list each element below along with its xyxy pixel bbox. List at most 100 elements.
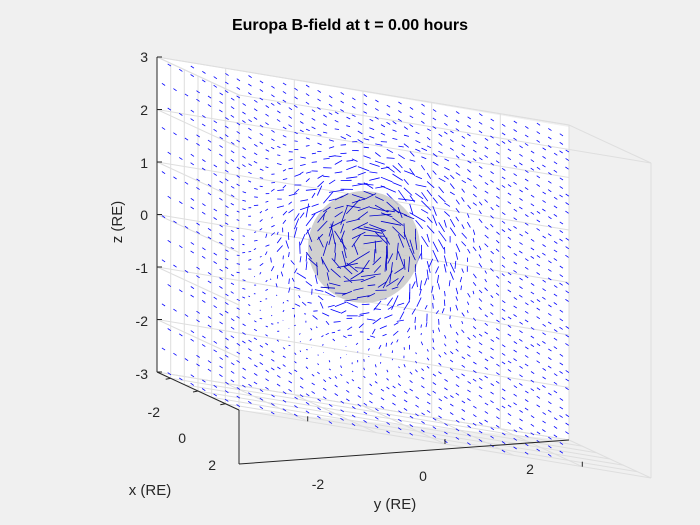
field-arrow: [409, 159, 416, 162]
field-arrow: [432, 241, 439, 252]
field-arrow: [524, 222, 529, 226]
field-arrow: [426, 216, 433, 223]
field-arrow: [565, 246, 570, 250]
field-arrow: [341, 290, 353, 296]
field-arrow: [449, 412, 454, 416]
field-arrow: [432, 338, 435, 343]
field-arrow: [565, 237, 570, 241]
field-arrow: [421, 412, 425, 416]
field-arrow: [327, 283, 330, 290]
field-arrow: [230, 230, 234, 232]
field-arrow: [478, 210, 482, 215]
field-arrow: [253, 381, 258, 385]
field-arrow: [285, 240, 289, 249]
field-arrow: [225, 381, 229, 385]
field-arrow: [438, 133, 443, 137]
field-arrow: [519, 365, 523, 369]
field-arrow: [478, 218, 483, 223]
field-arrow: [507, 228, 512, 232]
field-arrow: [426, 393, 431, 396]
field-arrow: [230, 150, 235, 154]
field-arrow: [547, 268, 552, 272]
field-arrow: [317, 89, 322, 93]
field-arrow: [403, 407, 408, 411]
field-arrow: [455, 199, 460, 205]
field-arrow: [259, 397, 264, 401]
field-arrow: [340, 365, 342, 368]
field-arrow: [484, 199, 488, 203]
field-arrow: [323, 191, 334, 204]
field-arrow: [409, 106, 414, 110]
field-arrow: [507, 157, 512, 161]
field-arrow: [196, 266, 200, 270]
field-arrow: [259, 141, 264, 145]
field-arrow: [559, 397, 564, 401]
field-arrow: [288, 208, 294, 214]
field-arrow: [247, 312, 251, 315]
field-arrow: [259, 271, 262, 275]
field-arrow: [432, 426, 437, 430]
field-arrow: [282, 219, 287, 224]
field-arrow: [559, 362, 564, 366]
field-arrow: [530, 238, 535, 242]
field-arrow: [524, 275, 529, 279]
field-arrow: [501, 123, 506, 127]
field-arrow: [449, 324, 452, 328]
field-arrow: [282, 408, 287, 412]
field-arrow: [524, 187, 529, 191]
field-arrow: [299, 385, 304, 389]
field-arrow: [363, 240, 383, 245]
field-arrow: [299, 350, 302, 353]
field-arrow: [363, 402, 368, 406]
field-arrow: [547, 136, 552, 140]
field-arrow: [213, 261, 218, 265]
field-arrow: [270, 232, 276, 236]
field-arrow: [337, 262, 358, 268]
field-arrow: [190, 382, 195, 386]
field-arrow: [178, 157, 183, 160]
field-arrow: [224, 134, 229, 138]
field-arrow: [415, 175, 423, 180]
field-arrow: [398, 101, 402, 105]
field-arrow: [461, 373, 465, 377]
field-arrow: [196, 98, 200, 102]
field-arrow: [360, 259, 370, 273]
field-arrow: [490, 223, 494, 228]
field-arrow: [367, 292, 376, 298]
field-arrow: [173, 308, 177, 312]
field-arrow: [351, 194, 366, 200]
field-arrow: [553, 293, 558, 297]
field-arrow: [369, 127, 375, 130]
field-arrow: [173, 264, 177, 268]
field-arrow: [467, 301, 470, 306]
field-arrow: [536, 122, 541, 126]
field-arrow: [565, 290, 570, 294]
field-arrow: [524, 363, 529, 367]
field-arrow: [524, 302, 529, 306]
y-tick-label: 0: [419, 468, 427, 484]
field-arrow: [352, 222, 369, 231]
field-arrow: [426, 269, 429, 280]
z-axis-label: z (RE): [109, 201, 126, 244]
field-arrow: [343, 275, 353, 284]
field-arrow: [190, 250, 195, 254]
field-arrow: [461, 232, 468, 239]
field-arrow: [542, 235, 547, 239]
field-arrow: [420, 208, 429, 214]
field-arrow: [320, 286, 336, 289]
field-arrow: [293, 369, 298, 373]
field-arrow: [259, 211, 263, 214]
field-arrow: [357, 227, 382, 234]
field-arrow: [351, 414, 356, 418]
field-arrow: [435, 266, 440, 274]
field-arrow: [248, 383, 252, 387]
field-arrow: [406, 327, 411, 333]
field-arrow: [530, 247, 535, 251]
field-arrow: [294, 352, 297, 355]
field-arrow: [553, 285, 558, 288]
field-arrow: [213, 208, 218, 212]
field-arrow: [253, 337, 258, 341]
field-arrow: [565, 431, 569, 435]
field-arrow: [519, 242, 523, 245]
field-arrow: [296, 272, 307, 279]
